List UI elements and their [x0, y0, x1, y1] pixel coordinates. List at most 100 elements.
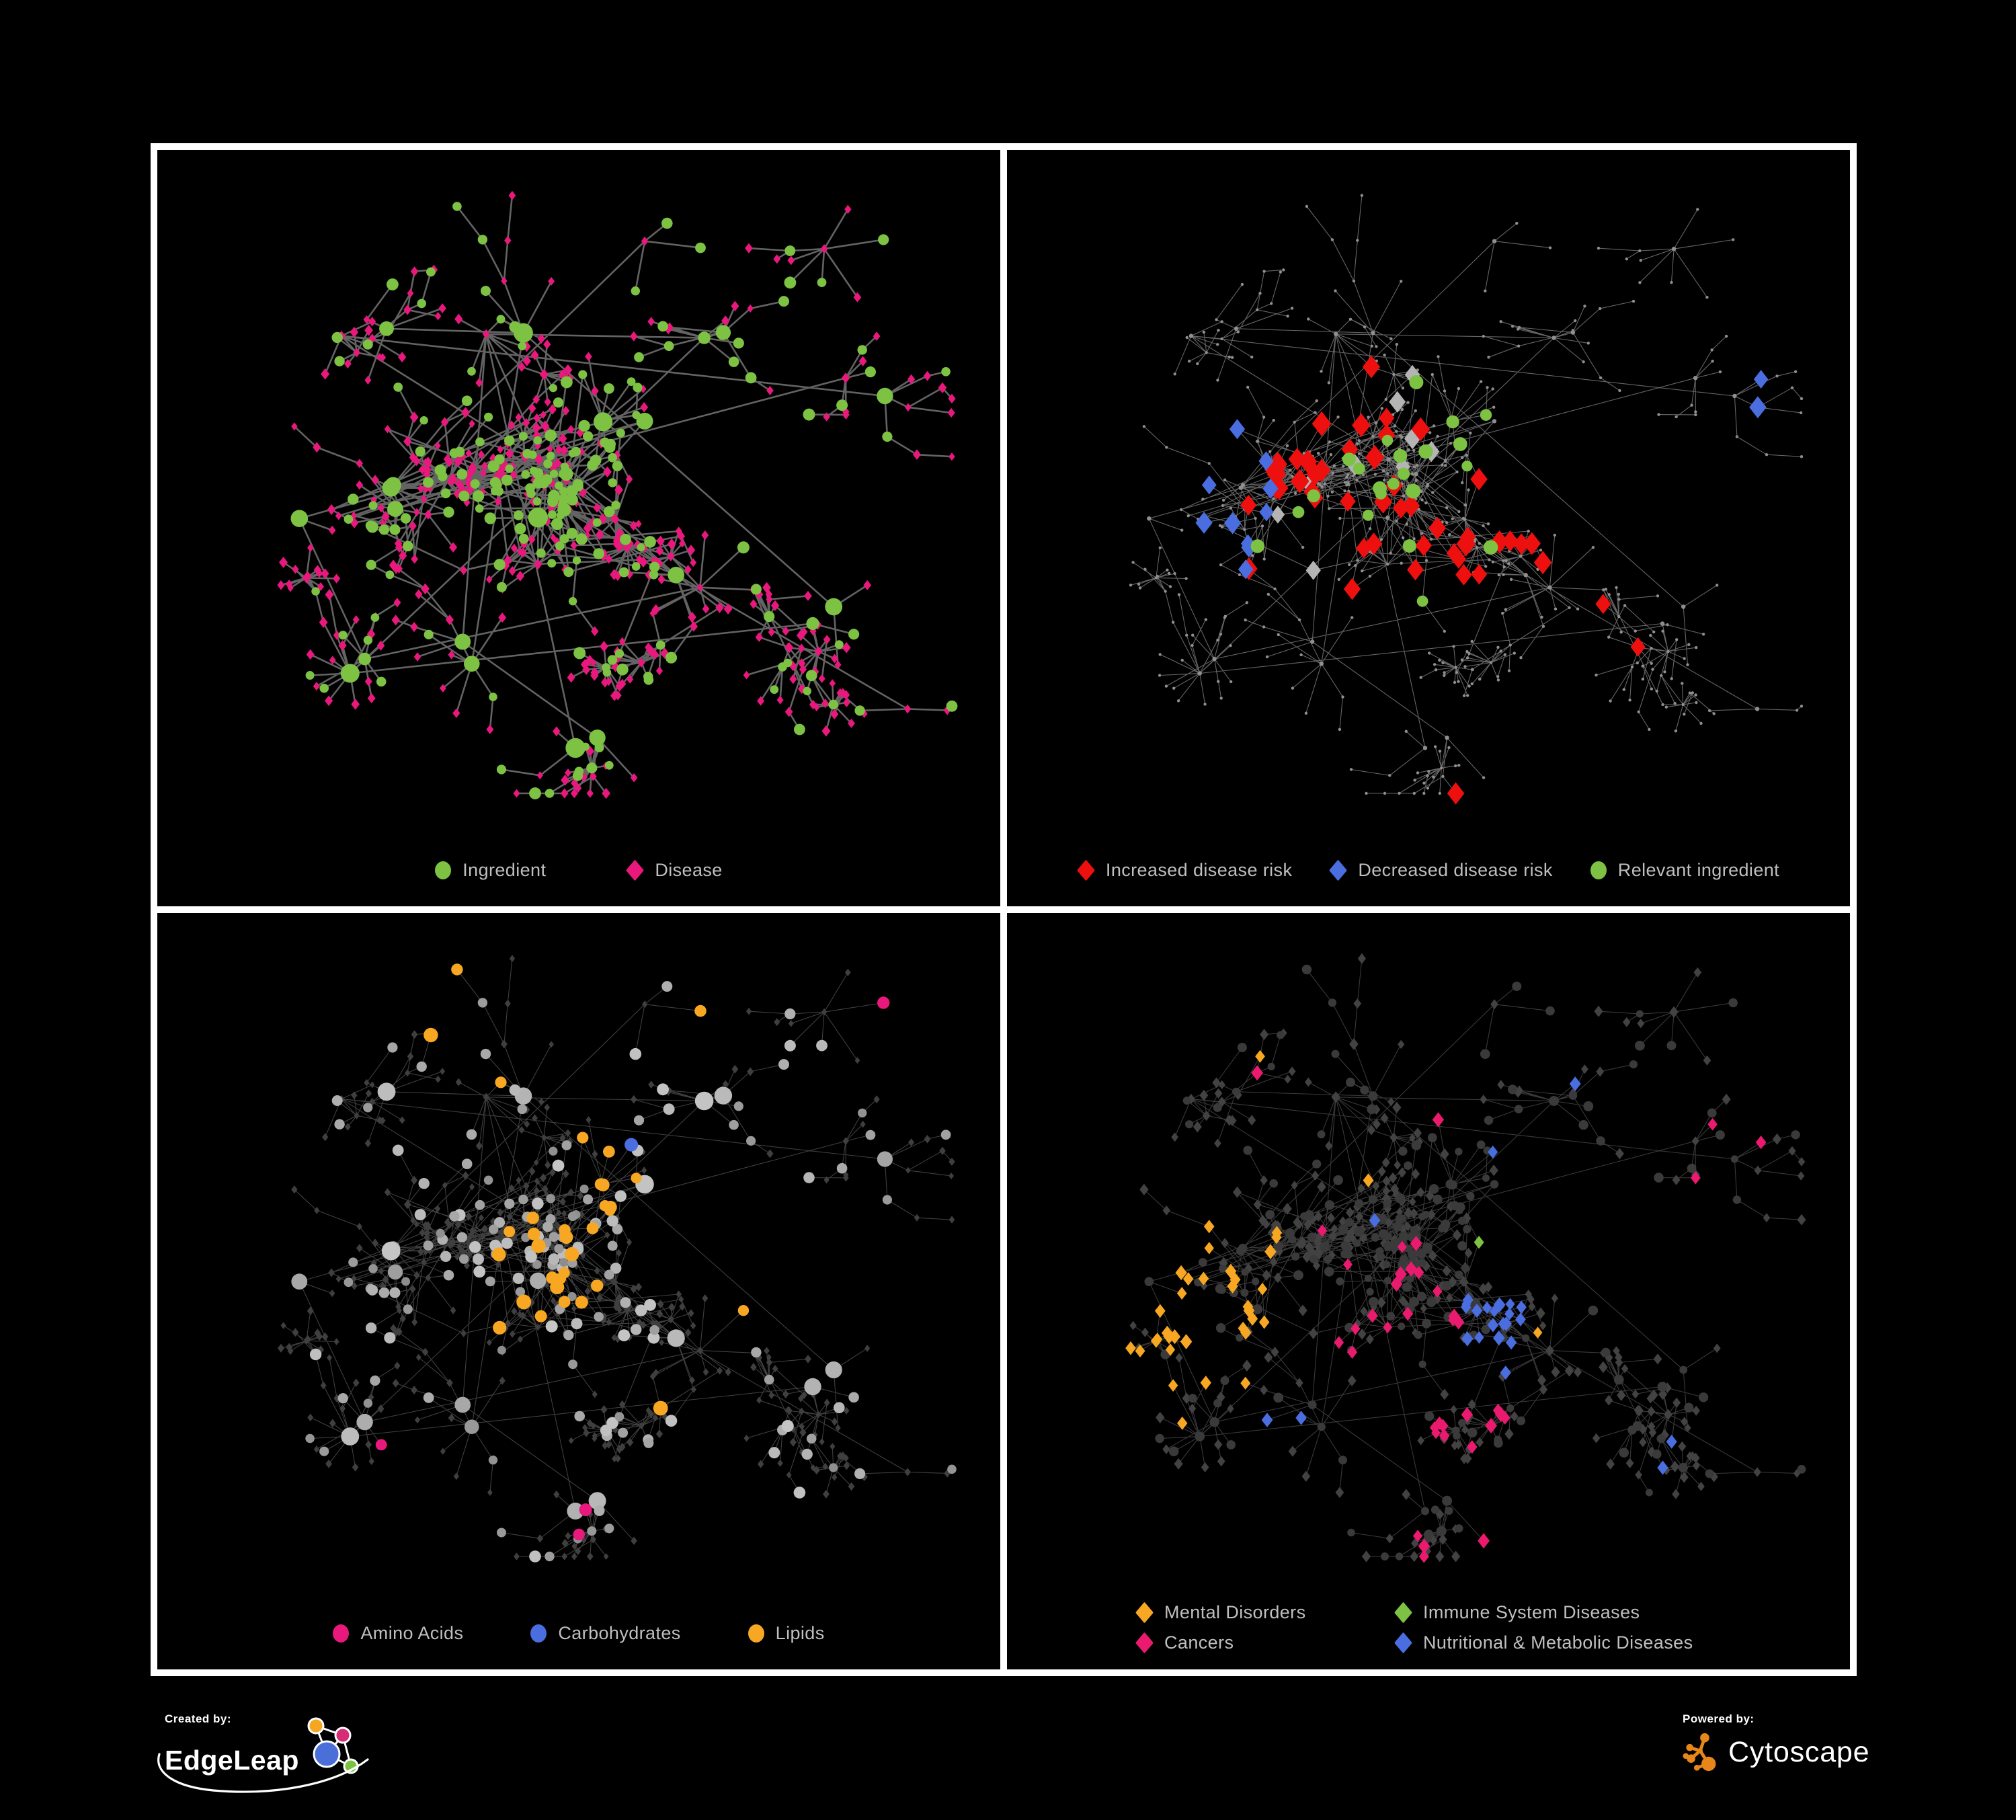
circle-node: [1438, 750, 1442, 753]
circle-node: [1657, 1382, 1668, 1392]
circle-node: [1536, 567, 1539, 571]
circle-node: [631, 286, 640, 296]
diamond-nodes: [1474, 1236, 1484, 1249]
created-by-block: Created by: EdgeLeap: [157, 1712, 369, 1793]
circle-node: [558, 469, 567, 479]
circle-node: [1617, 592, 1620, 596]
circle-node: [1291, 475, 1294, 478]
circle-node: [1323, 482, 1326, 485]
circle-node: [1791, 1130, 1800, 1140]
circle-node: [483, 1175, 493, 1185]
circle-node: [668, 567, 684, 584]
circle-node: [545, 789, 555, 798]
circle-node: [1406, 401, 1410, 404]
circle-node: [555, 481, 563, 490]
circle-node: [573, 647, 586, 660]
circle-node: [1407, 448, 1410, 452]
circle-swatch: [748, 1624, 764, 1643]
circle-node: [586, 762, 598, 774]
circle-node: [1402, 1282, 1412, 1292]
circle-node: [1366, 1288, 1374, 1296]
circle-node: [473, 1265, 486, 1278]
circle-node: [526, 1212, 539, 1224]
circle-node: [801, 1448, 813, 1460]
circle-node: [1383, 791, 1387, 795]
circle-node: [1595, 673, 1598, 677]
circle-node: [1482, 524, 1485, 528]
circle-node: [1539, 549, 1543, 552]
circle-node: [603, 1146, 615, 1158]
circle-node: [816, 1039, 828, 1052]
circle-node: [1167, 571, 1171, 575]
circle-node: [1683, 713, 1686, 716]
circle-node: [1243, 528, 1246, 531]
circle-node: [389, 524, 401, 535]
circle-node: [1147, 516, 1152, 521]
circle-node: [341, 1427, 360, 1446]
circle-node: [593, 548, 604, 559]
circle-node: [1609, 699, 1612, 703]
circle-node: [1523, 573, 1528, 578]
circle-node: [517, 1104, 528, 1115]
diamond-nodes: [1240, 355, 1646, 805]
circle-node: [477, 235, 488, 245]
circle-node: [636, 412, 653, 430]
circle-node: [1254, 516, 1257, 520]
legend-ingredient-disease: Ingredient Disease: [157, 859, 1000, 881]
circle-node: [493, 559, 506, 571]
circle-node: [1273, 1240, 1283, 1251]
circle-node: [1345, 475, 1348, 479]
circle-node: [443, 1269, 454, 1281]
circle-node: [1386, 472, 1389, 475]
circle-node: [1586, 342, 1590, 345]
circle-node: [1236, 1334, 1244, 1342]
circle-node: [858, 1108, 867, 1118]
circle-node: [1277, 633, 1280, 637]
circle-node: [1604, 588, 1608, 591]
circle-node: [1201, 498, 1205, 501]
circle-node: [1639, 259, 1642, 262]
circle-node: [1273, 587, 1277, 591]
circle-node: [1445, 736, 1449, 740]
circle-node: [1451, 1426, 1460, 1435]
circle-node: [489, 693, 497, 701]
circle-node: [1795, 709, 1799, 712]
circle-node: [600, 437, 610, 448]
circle-node: [1551, 335, 1556, 340]
circle-node: [1213, 1398, 1222, 1408]
circle-node: [733, 1101, 743, 1111]
panel-grid: Ingredient Disease Increased disease risk…: [151, 143, 1857, 1676]
circle-node: [1688, 691, 1692, 695]
powered-by-label: Powered by:: [1683, 1712, 1755, 1725]
circle-node: [1648, 727, 1651, 731]
circle-node: [1383, 1277, 1392, 1285]
circle-node: [531, 1238, 546, 1253]
circle-node: [1293, 420, 1296, 424]
circle-node: [1724, 334, 1728, 338]
circle-node: [1414, 498, 1418, 501]
circle-node: [1664, 705, 1668, 709]
circle-node: [1716, 584, 1719, 587]
circle-node: [1499, 320, 1502, 323]
circle-node: [426, 267, 436, 277]
circle-node: [366, 559, 376, 570]
circle-node: [1138, 586, 1142, 590]
circle-node: [1491, 560, 1495, 563]
circle-node: [563, 567, 574, 578]
circle-node: [1431, 491, 1435, 494]
circle-node: [1444, 460, 1447, 463]
cytoscape-brand: Cytoscape: [1728, 1735, 1870, 1768]
circle-node: [549, 1146, 558, 1156]
circle-node: [489, 477, 501, 488]
legend-item-increased-disease-risk: Increased disease risk: [1076, 859, 1292, 881]
circle-node: [600, 1424, 612, 1437]
circle-node: [1155, 1433, 1164, 1443]
circle-node: [546, 1194, 555, 1203]
circle-node: [454, 633, 471, 650]
circle-node: [1637, 710, 1640, 713]
circle-node: [1344, 1250, 1353, 1259]
circle-node: [1354, 564, 1357, 567]
circle-node: [1471, 668, 1474, 672]
circle-node: [803, 686, 811, 696]
circle-node: [1341, 695, 1344, 699]
